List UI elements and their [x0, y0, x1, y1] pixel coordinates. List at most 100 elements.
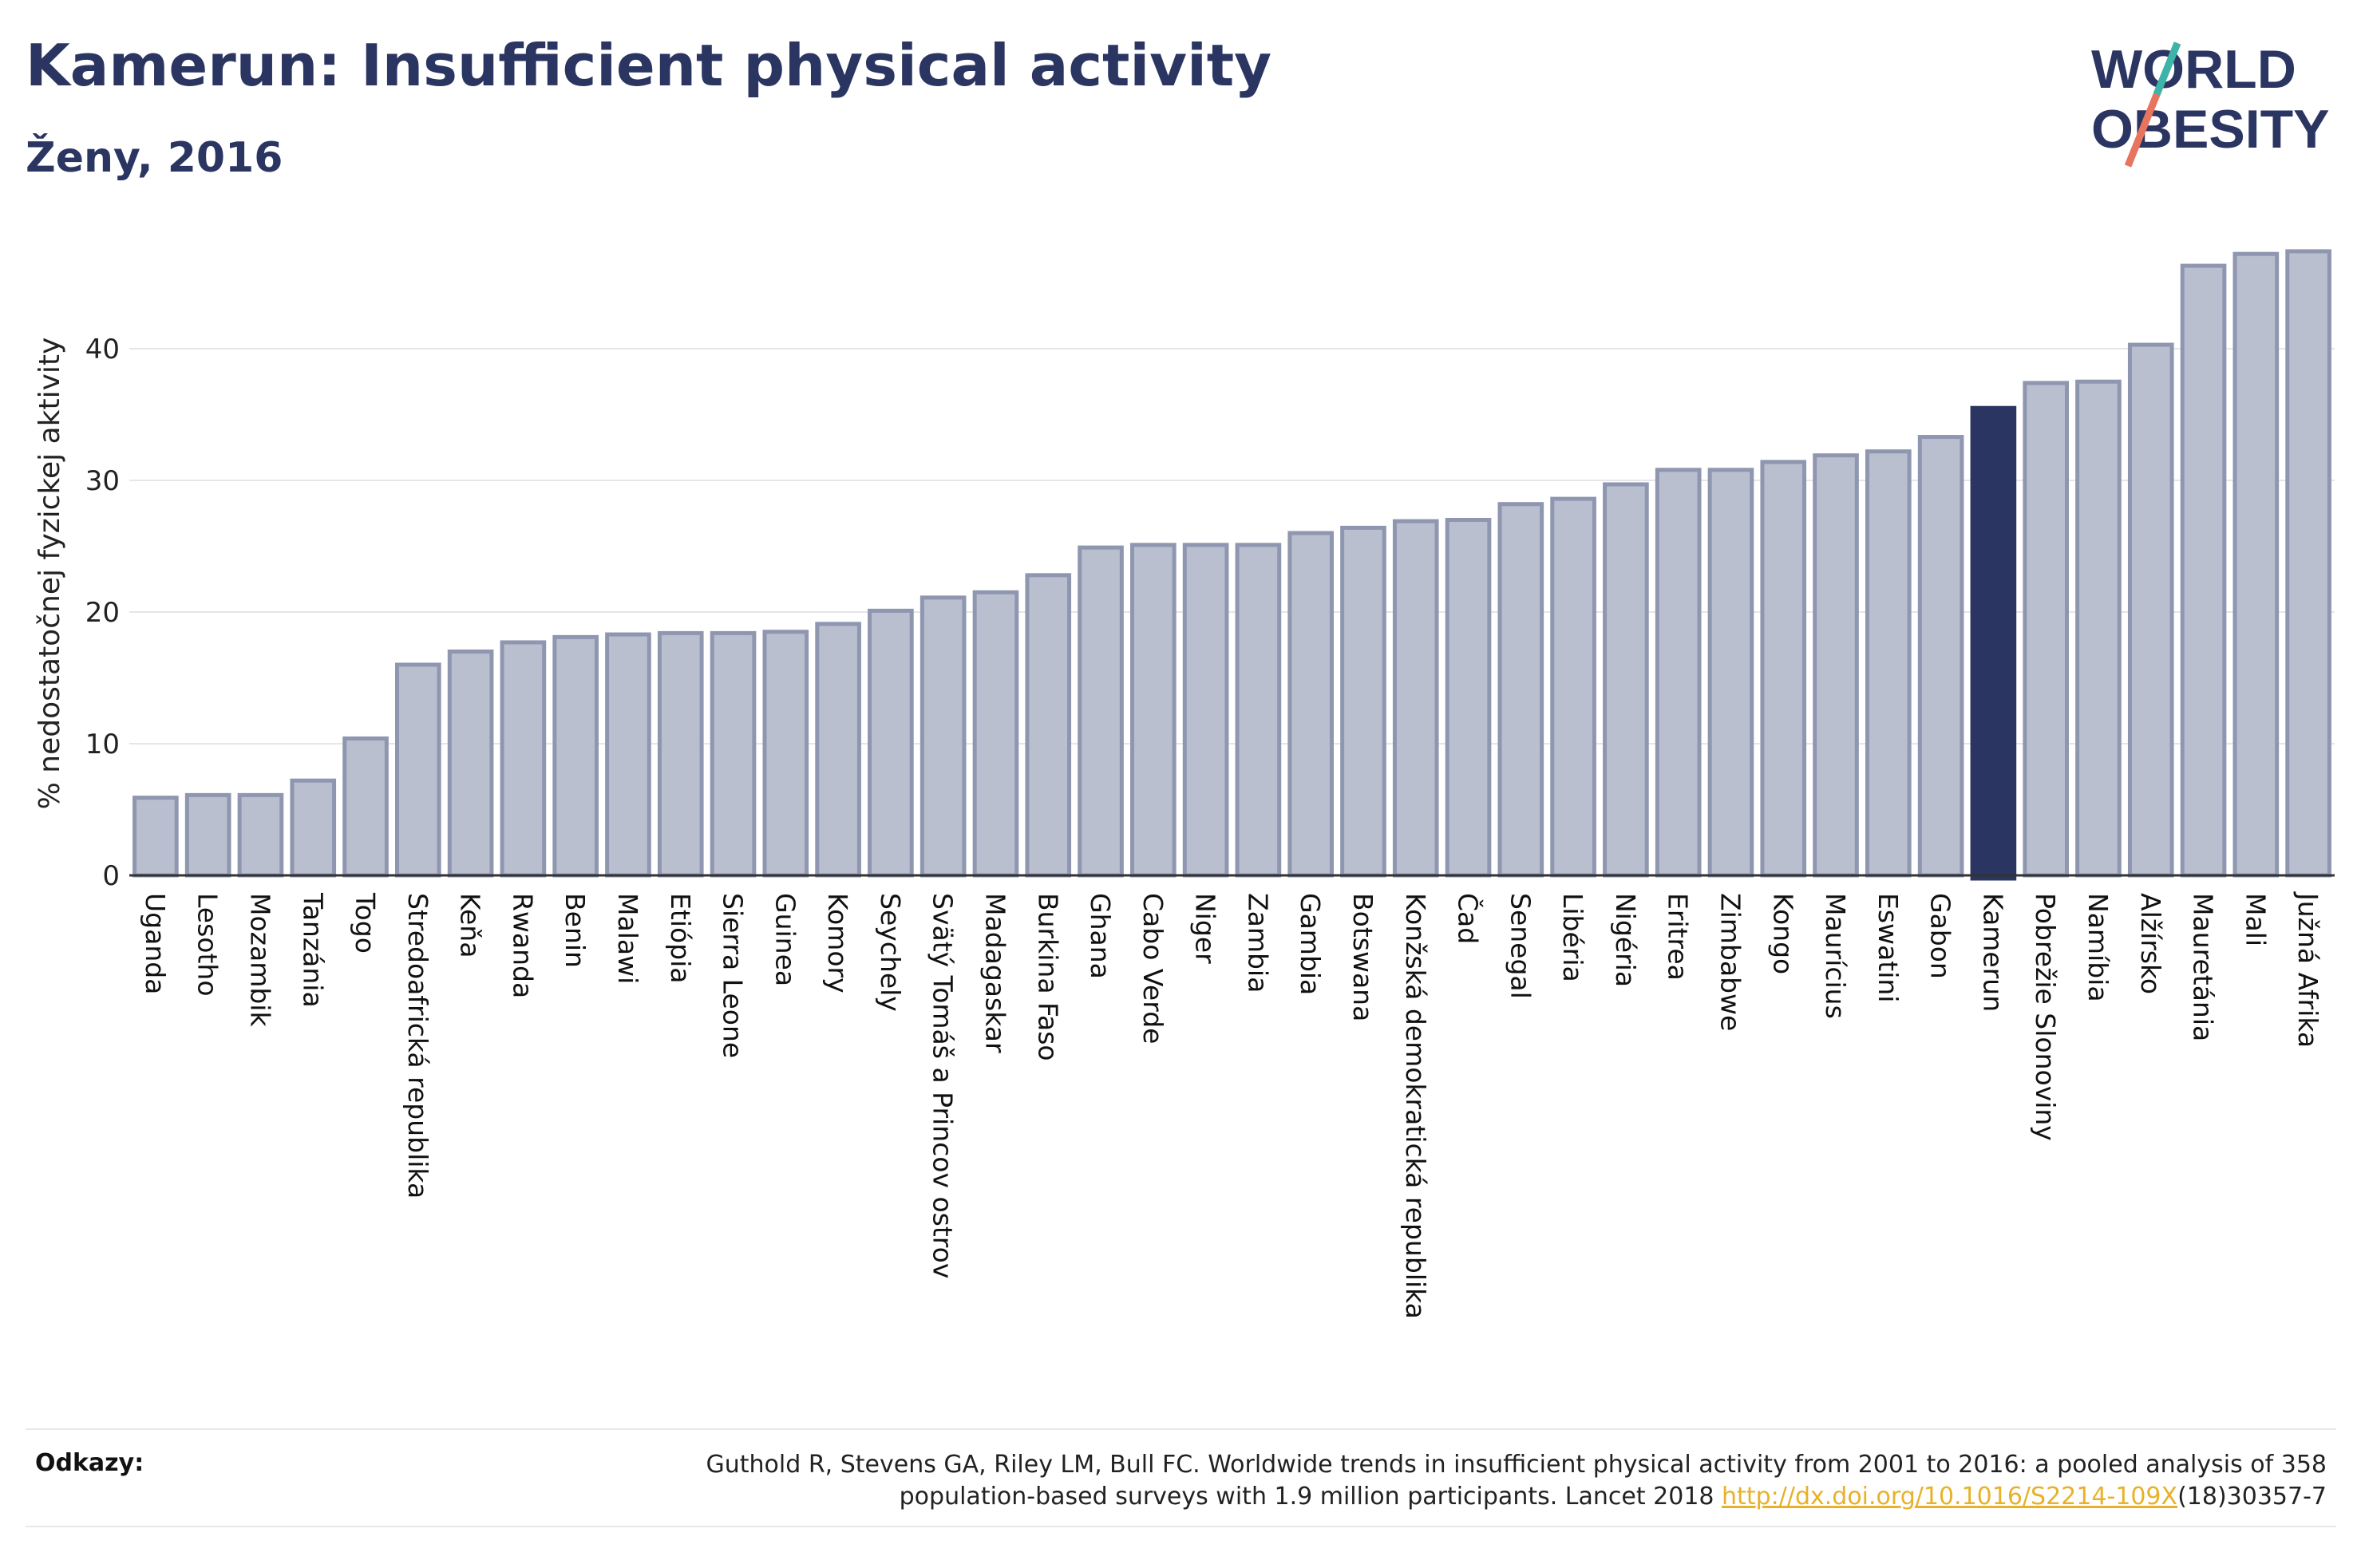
bar	[605, 632, 651, 878]
x-tick-label: Sierra Leone	[718, 893, 749, 1058]
bar	[2075, 379, 2122, 878]
bar	[919, 595, 967, 878]
y-tick-label: 20	[85, 597, 120, 629]
bar	[1287, 531, 1334, 878]
bar	[447, 650, 494, 878]
x-tick-label: Uganda	[140, 893, 171, 994]
bar	[1707, 468, 1754, 878]
bar	[2180, 263, 2227, 878]
bar	[815, 622, 861, 878]
x-tick-label: Pobrežie Slonoviny	[2030, 893, 2061, 1141]
bar	[1865, 449, 1912, 878]
x-tick-label: Ghana	[1085, 893, 1116, 979]
doi-link[interactable]: http://dx.doi.org/10.1016/S2214-109X	[1722, 1483, 2178, 1511]
bar	[1130, 543, 1177, 878]
x-tick-label: Kamerun	[1977, 893, 2008, 1012]
x-tick-label: Gambia	[1295, 893, 1326, 995]
bar	[868, 608, 914, 878]
bar	[1182, 543, 1229, 878]
x-tick-label: Zimbabwe	[1714, 893, 1746, 1031]
chart-title: Kamerun: Insufficient physical activity	[26, 32, 1272, 99]
y-axis-label: % nedostatočnej fyzickej aktivity	[34, 338, 66, 810]
x-tick-label: Cabo Verde	[1137, 893, 1169, 1044]
bar	[1760, 460, 1807, 878]
x-tick-label: Eritrea	[1663, 893, 1694, 981]
x-tick-label: Zambia	[1242, 893, 1273, 993]
references-line2: population-based surveys with 1.9 millio…	[899, 1483, 1722, 1511]
y-tick-label: 40	[85, 334, 120, 365]
bar	[2023, 381, 2069, 878]
references-label: Odkazy:	[35, 1449, 144, 1477]
bar	[552, 634, 599, 878]
x-tick-label: Madagaskar	[979, 893, 1010, 1053]
bar	[1392, 519, 1439, 878]
bar	[290, 778, 337, 878]
bar	[1970, 405, 2017, 881]
bar	[184, 792, 231, 878]
x-tick-label: Etiópia	[665, 893, 696, 984]
bar	[2232, 251, 2280, 878]
bar	[1603, 482, 1649, 878]
bar	[1655, 468, 1702, 878]
x-tick-label: Libéria	[1557, 893, 1588, 982]
bar	[342, 736, 389, 878]
x-tick-label: Mozambik	[244, 893, 275, 1027]
references-box: Odkazy: Guthold R, Stevens GA, Riley LM,…	[26, 1428, 2336, 1527]
x-tick-label: Botswana	[1347, 893, 1378, 1021]
y-tick-label: 0	[102, 860, 120, 892]
bar	[972, 590, 1019, 878]
y-tick-label: 30	[85, 465, 120, 497]
bar	[1025, 573, 1072, 878]
bar	[710, 630, 757, 878]
x-tick-label: Mali	[2240, 893, 2271, 946]
bar	[1497, 502, 1544, 878]
world-obesity-logo: WORLD OBESITY	[2075, 32, 2347, 176]
x-tick-label: Čad	[1453, 893, 1485, 944]
x-tick-label: Kongo	[1767, 893, 1798, 974]
bar	[2127, 342, 2174, 878]
bar	[1235, 543, 1282, 878]
chart-subtitle: Ženy, 2016	[26, 134, 283, 182]
bar	[1813, 453, 1859, 878]
bar-chart: 0 10 20 30 40 % nedostatočnej fyzickej aktivi…	[34, 249, 2335, 1319]
x-tick-label: Niger	[1190, 893, 1221, 964]
x-tick-label: Stredoafrická republika	[402, 893, 433, 1199]
x-tick-label: Senegal	[1505, 893, 1536, 999]
bar	[2285, 249, 2331, 878]
bar	[1340, 525, 1386, 878]
references-line2-end: (18)30357-7	[2177, 1483, 2327, 1511]
x-tick-label: Alžírsko	[2135, 893, 2166, 994]
x-tick-label: Konžská demokratická republika	[1400, 893, 1431, 1319]
x-tick-label: Maurícius	[1820, 893, 1851, 1019]
bar	[500, 640, 547, 878]
bar	[1445, 518, 1492, 878]
bar	[1550, 496, 1596, 878]
x-tick-label: Keňa	[455, 893, 486, 958]
bar	[657, 630, 704, 878]
x-tick-label: Burkina Faso	[1032, 893, 1063, 1061]
references-line1: Guthold R, Stevens GA, Riley LM, Bull FC…	[706, 1451, 2327, 1479]
x-tick-label: Rwanda	[507, 893, 538, 998]
bar	[1078, 545, 1124, 878]
y-tick-label: 10	[85, 729, 120, 760]
bar	[1917, 435, 1964, 878]
svg-text:WORLD: WORLD	[2091, 39, 2296, 100]
x-tick-label: Togo	[350, 892, 381, 954]
x-tick-label: Nigéria	[1610, 893, 1641, 987]
bar	[762, 630, 809, 878]
x-tick-label: Namíbia	[2082, 893, 2114, 1002]
x-tick-label: Svätý Tomáš a Princov ostrov	[927, 893, 959, 1278]
bar	[395, 662, 441, 878]
x-tick-label: Mauretánia	[2188, 893, 2219, 1041]
x-tick-label: Eswatini	[1873, 893, 1904, 1002]
x-tick-label: Guinea	[769, 893, 801, 986]
x-tick-label: Tanzánia	[297, 892, 328, 1008]
bar	[132, 796, 179, 878]
x-tick-label: Komory	[822, 893, 853, 993]
x-tick-label: Benin	[560, 893, 591, 968]
bar	[237, 792, 284, 878]
references-text: Guthold R, Stevens GA, Riley LM, Bull FC…	[531, 1449, 2327, 1513]
x-tick-label: Malawi	[612, 893, 643, 984]
x-tick-label: Lesotho	[192, 893, 223, 997]
x-tick-label: Gabon	[1925, 893, 1956, 979]
